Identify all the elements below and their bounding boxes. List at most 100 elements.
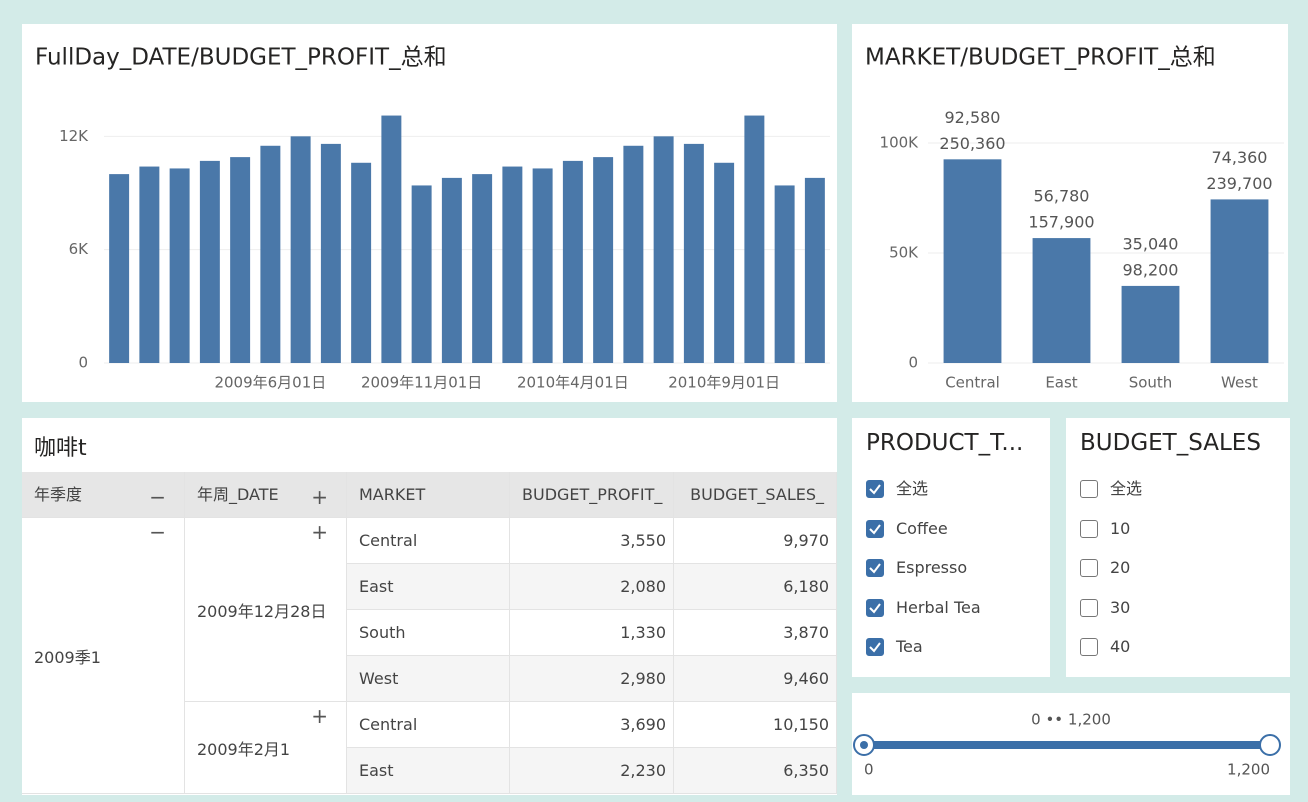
table-cell: 10,150 [674, 702, 837, 748]
checkbox[interactable] [866, 559, 884, 577]
filter-item-label: Espresso [896, 558, 968, 577]
x-tick-label: 2009年11月01日 [361, 374, 482, 392]
table-cell: 6,350 [674, 748, 837, 794]
checkbox[interactable] [1080, 598, 1098, 617]
checkbox[interactable] [866, 480, 884, 498]
slider-panel: 0 •• 1,200 0 1,200 [852, 693, 1290, 795]
check [869, 523, 881, 535]
table-cell: 9,970 [674, 518, 837, 564]
x-tick-label: 2010年4月01日 [517, 374, 629, 392]
bar [320, 143, 341, 363]
bar [593, 157, 614, 363]
bar [351, 162, 372, 363]
check [869, 484, 881, 495]
filter-item-label: 10 [1110, 518, 1131, 538]
bar [683, 143, 704, 363]
table-cell: 3,690 [510, 702, 674, 748]
table-title: 咖啡t [34, 436, 87, 461]
chart-title: MARKET/BUDGET_PROFIT_总和 [865, 45, 1216, 71]
bar [943, 159, 1002, 363]
data-label: 92,580 [945, 108, 1001, 127]
bar [804, 177, 825, 363]
expand-icon: + [311, 485, 328, 509]
table-cell: 2,230 [510, 748, 674, 794]
table-cell: 9,460 [674, 656, 837, 702]
column-header: MARKET [347, 472, 510, 518]
bar [109, 174, 130, 363]
bar [653, 136, 674, 363]
table-cell: 6,180 [674, 564, 837, 610]
slider-handle-dot [860, 741, 868, 749]
bar [381, 115, 402, 363]
chart-panel: FullDay_DATE/BUDGET_PROFIT_总和 0 6K 12K 2009年… [22, 24, 837, 402]
expand-icon: + [311, 704, 328, 728]
y-tick-label: 6K [69, 240, 90, 258]
checkbox[interactable] [1080, 559, 1098, 577]
column-header: 年周_DATE + [185, 472, 347, 518]
bar [260, 145, 281, 363]
column-header: BUDGET_PROFIT_ [510, 472, 674, 518]
bar [1210, 199, 1269, 363]
bar [1032, 238, 1091, 363]
data-label: 98,200 [1123, 260, 1179, 279]
checkbox[interactable] [1080, 480, 1098, 498]
filter-title: BUDGET_SALES [1080, 430, 1261, 456]
bar [774, 185, 795, 363]
filter-item-label: Coffee [896, 518, 948, 538]
y-tick-label: 0 [78, 354, 88, 372]
column-header: 年季度 − [22, 472, 185, 518]
bar [290, 136, 311, 363]
x-tick-label: West [1221, 374, 1258, 392]
table-cell: Central [347, 702, 510, 748]
data-label: 250,360 [939, 134, 1005, 153]
check [869, 563, 881, 574]
x-tick-label: 2010年9月01日 [668, 374, 780, 392]
table-cell: Central [347, 518, 510, 564]
slider-min-label: 0 [864, 761, 874, 779]
filter-panel: BUDGET_SALES 全选 10 20 30 40 [1066, 418, 1290, 677]
x-tick-label: East [1045, 374, 1077, 392]
bar [169, 168, 190, 363]
column-header: BUDGET_SALES_ [674, 472, 837, 518]
slider: 0 •• 1,200 0 1,200 [853, 711, 1281, 779]
table-cell: South [347, 610, 510, 656]
bar [532, 168, 553, 363]
checkbox[interactable] [866, 519, 884, 538]
row-header: 2009季1− [22, 518, 185, 794]
expand-icon: − [149, 520, 166, 544]
bar [139, 166, 160, 363]
slider-max-label: 1,200 [1227, 761, 1270, 779]
x-tick-label: South [1129, 374, 1173, 392]
filter-panel: PRODUCT_T... 全选 Coffee Espresso Herbal Tea Te… [852, 418, 1050, 677]
filter-item-label: 20 [1110, 558, 1131, 577]
data-label: 35,040 [1123, 234, 1179, 253]
y-tick-label: 50K [889, 244, 919, 262]
checkbox[interactable] [1080, 638, 1098, 656]
chart-title: FullDay_DATE/BUDGET_PROFIT_总和 [35, 45, 447, 71]
table-cell: 2,080 [510, 564, 674, 610]
table-cell: 2,980 [510, 656, 674, 702]
y-tick-label: 100K [880, 134, 920, 152]
table-cell: 3,870 [674, 610, 837, 656]
bar [714, 162, 735, 363]
filter-item-label: Herbal Tea [896, 597, 981, 617]
slider-handle[interactable] [1259, 734, 1281, 756]
checkbox[interactable] [1080, 519, 1098, 538]
chart-panel: MARKET/BUDGET_PROFIT_总和 0 50K 100K Central 92… [852, 24, 1288, 402]
table-cell: East [347, 564, 510, 610]
bar [230, 157, 251, 363]
x-tick-label: 2009年6月01日 [214, 374, 326, 392]
checkbox[interactable] [866, 638, 884, 656]
check [869, 602, 881, 614]
table-cell: East [347, 748, 510, 794]
slider-range-label: 0 •• 1,200 [1031, 711, 1111, 729]
checkbox[interactable] [866, 598, 884, 617]
filter-item-label: 30 [1110, 597, 1131, 617]
filter-item-label: Tea [896, 637, 923, 656]
bar [472, 174, 493, 363]
table-cell: West [347, 656, 510, 702]
row-header: 2009年12月28日 + [185, 518, 347, 702]
bar [1121, 285, 1180, 363]
expand-icon: − [149, 485, 166, 509]
